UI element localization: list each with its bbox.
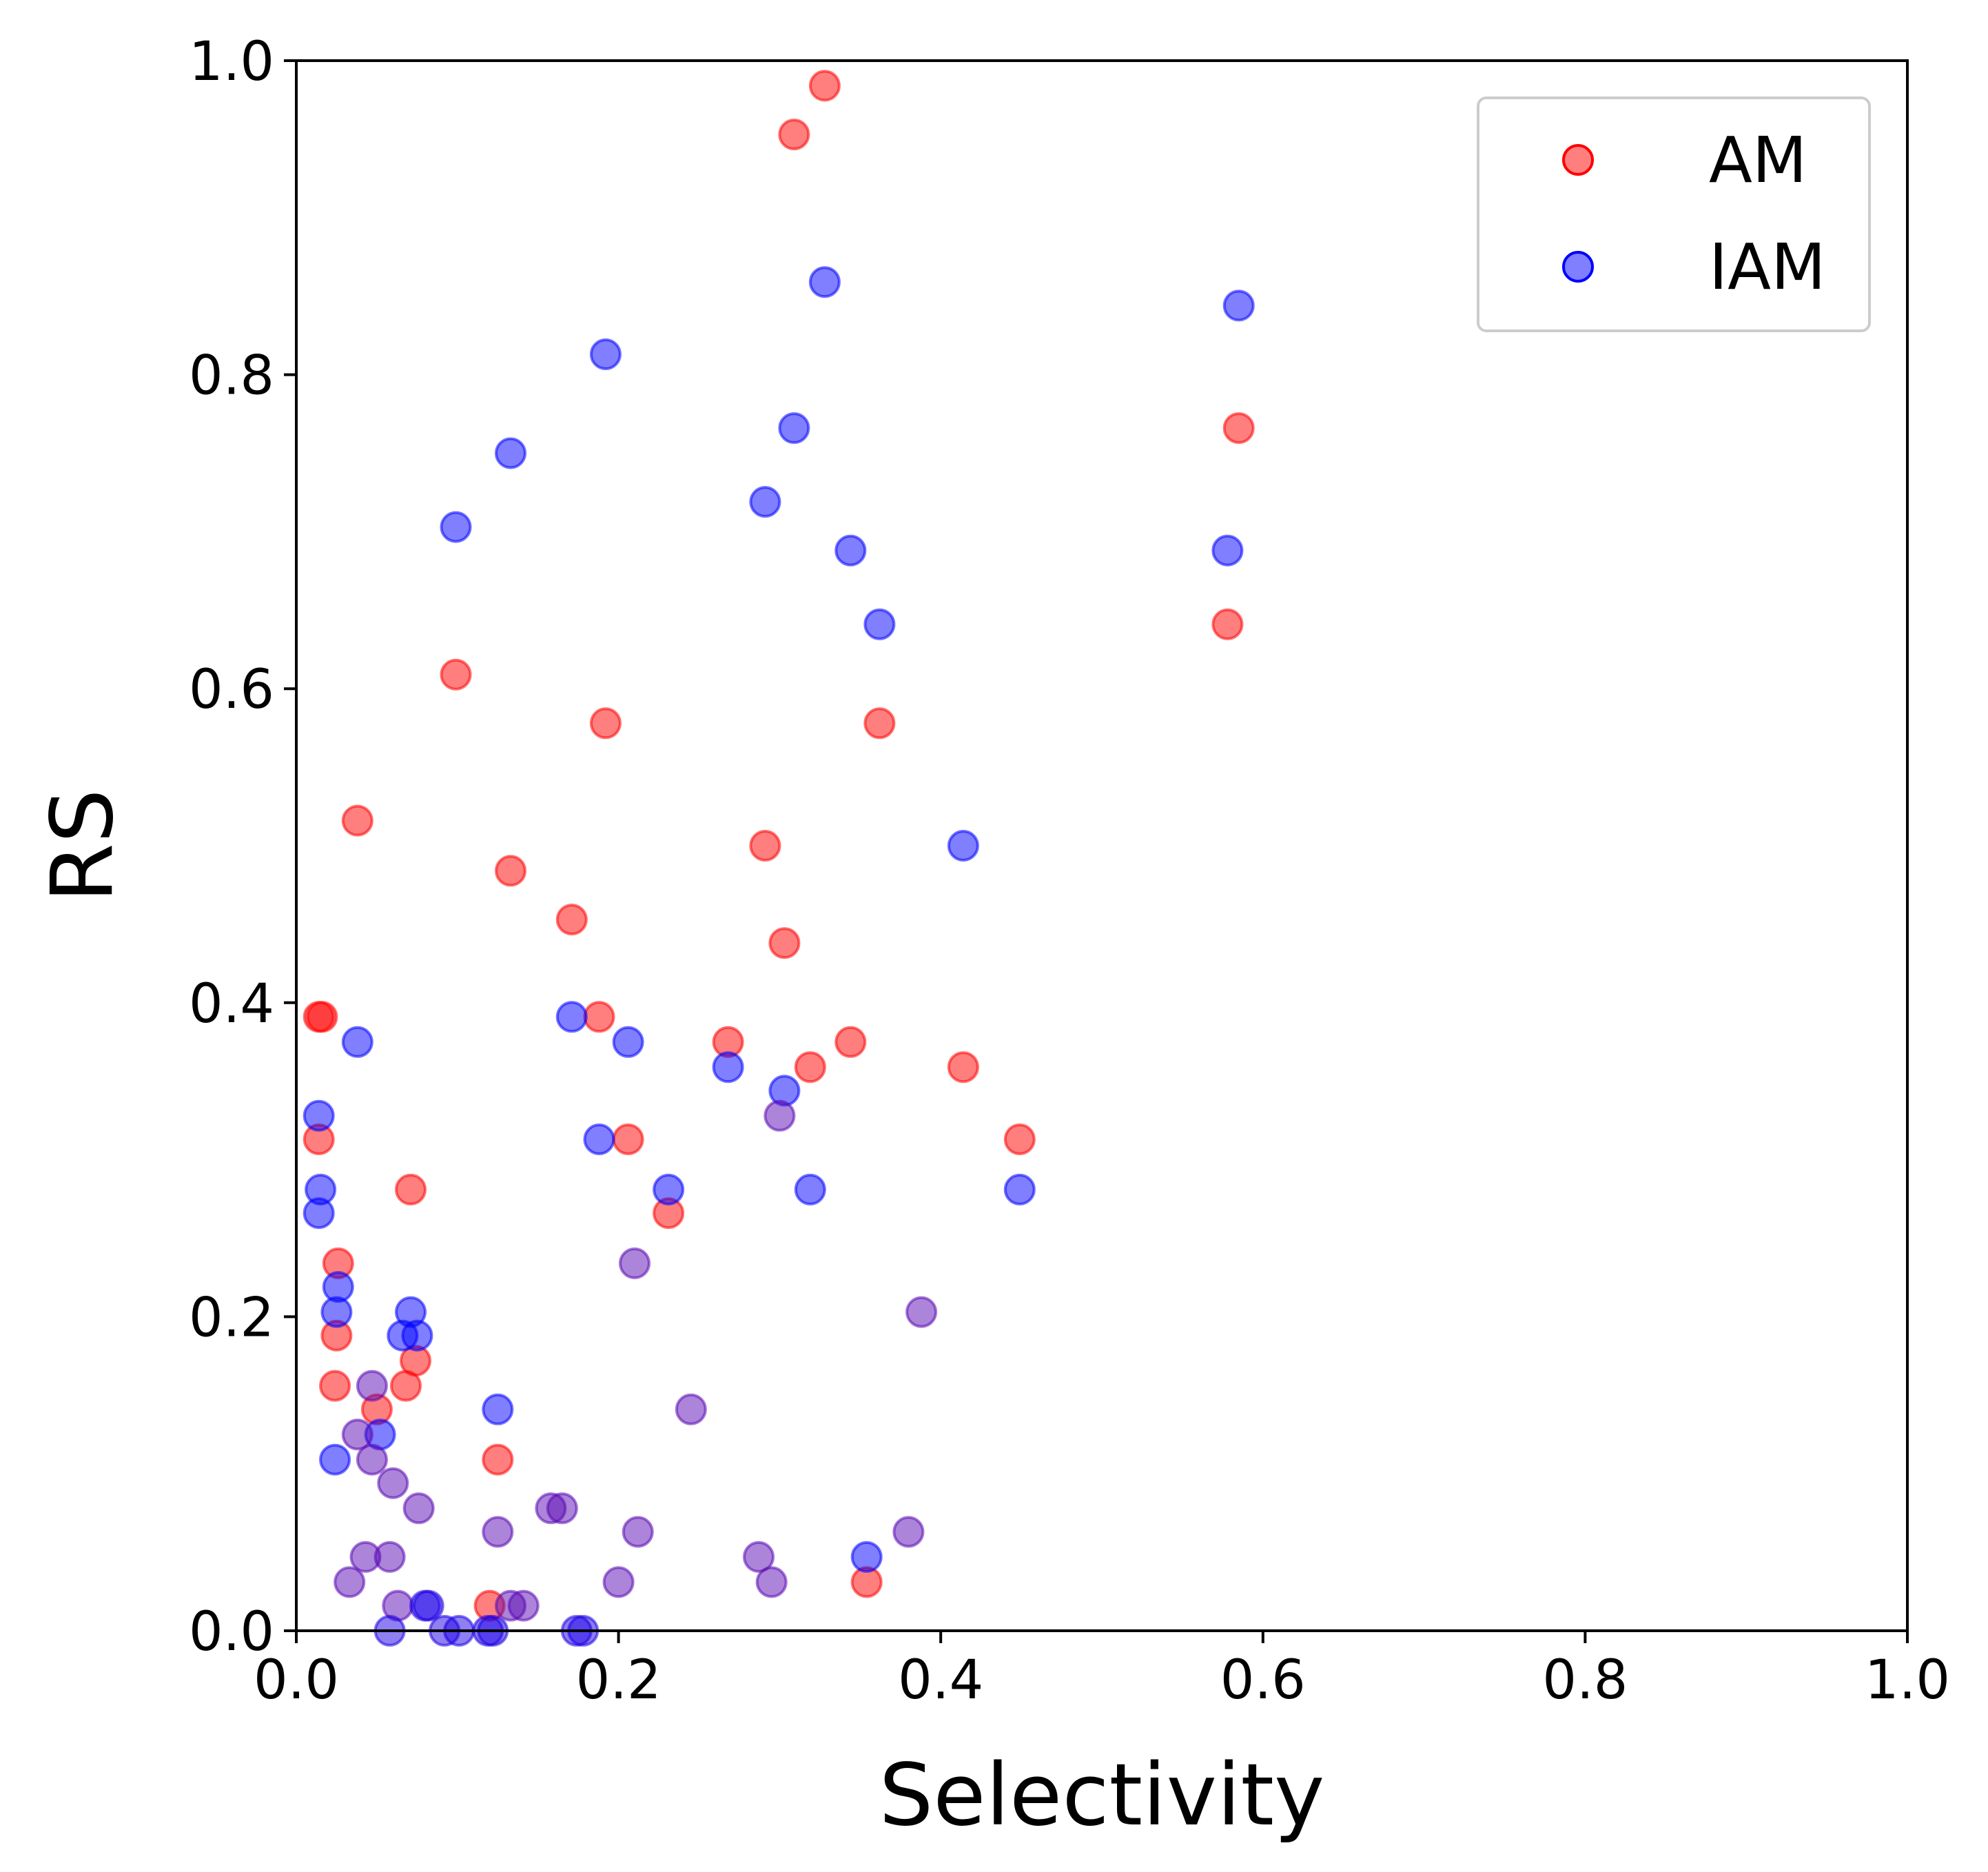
series-iam [303, 266, 1255, 1573]
data-point [341, 1026, 373, 1058]
y-tick-label: 0.2 [189, 1287, 274, 1349]
data-point [356, 1370, 388, 1402]
data-point [319, 1370, 351, 1402]
data-point [482, 1443, 514, 1476]
data-point [334, 1566, 366, 1598]
data-point [808, 70, 841, 102]
plot-area-frame [295, 59, 1909, 1632]
data-point [743, 1540, 775, 1573]
data-point [612, 1123, 644, 1155]
data-point [850, 1540, 883, 1573]
data-point [764, 1099, 796, 1132]
legend-marker-iam [1562, 251, 1594, 283]
data-point [622, 1516, 654, 1548]
x-tick-label: 0.2 [576, 1649, 662, 1711]
data-point [863, 608, 896, 640]
data-point [303, 1099, 335, 1132]
data-point [303, 1197, 335, 1230]
x-tick-label: 1.0 [1865, 1649, 1950, 1711]
data-point [482, 1516, 514, 1548]
data-point [1222, 412, 1255, 445]
data-point [402, 1492, 435, 1525]
data-point [589, 338, 622, 370]
data-point [947, 830, 979, 862]
x-tick-label: 0.0 [254, 1649, 339, 1711]
x-tick-label: 0.6 [1220, 1649, 1306, 1711]
data-point [412, 1589, 444, 1622]
data-point [755, 1566, 788, 1598]
data-point [892, 1516, 925, 1548]
data-point [395, 1173, 427, 1205]
axis-ticks: 0.0 0.2 0.4 0.6 0.8 1.0 0.0 0.2 0.4 0.6 0.8 1.0 [189, 31, 1950, 1711]
data-point [778, 412, 810, 445]
data-point [341, 1418, 373, 1451]
data-point [583, 1123, 615, 1155]
y-axis-label: RS [33, 789, 132, 903]
legend: AM IAM [1477, 96, 1871, 332]
y-tick-label: 1.0 [189, 31, 274, 93]
data-point [495, 437, 526, 469]
data-point [1211, 608, 1244, 640]
data-point [794, 1173, 826, 1205]
data-point [1222, 289, 1255, 322]
data-point [440, 658, 472, 691]
data-point [320, 1296, 353, 1328]
data-point [377, 1467, 409, 1499]
x-axis-label: Selectivity [879, 1746, 1325, 1845]
x-tick-label: 0.8 [1542, 1649, 1628, 1711]
y-tick-label: 0.8 [189, 345, 274, 407]
data-point [341, 804, 373, 837]
data-point [675, 1393, 707, 1425]
data-point [546, 1492, 578, 1525]
legend-label-am: AM [1709, 123, 1807, 197]
data-point [319, 1443, 351, 1476]
data-point [712, 1051, 744, 1083]
data-point [749, 830, 781, 862]
data-point [440, 511, 472, 543]
legend-label-iam: IAM [1709, 230, 1825, 304]
data-point [390, 1370, 422, 1402]
data-point [583, 1001, 615, 1033]
y-tick-label: 0.4 [189, 973, 274, 1035]
data-point [589, 707, 622, 740]
data-point [947, 1051, 979, 1083]
data-point [653, 1173, 685, 1205]
data-point [306, 1001, 338, 1033]
x-tick-label: 0.4 [898, 1649, 983, 1711]
data-point [808, 266, 841, 298]
data-point [356, 1443, 388, 1476]
data-point [619, 1247, 650, 1279]
data-point [1003, 1173, 1036, 1205]
data-point [768, 927, 801, 959]
data-point [778, 119, 810, 151]
legend-marker-am [1562, 144, 1594, 176]
data-point [602, 1566, 635, 1598]
data-point [749, 486, 781, 518]
data-point [863, 707, 896, 740]
data-point [794, 1051, 826, 1083]
data-point [507, 1589, 540, 1622]
y-tick-label: 0.6 [189, 659, 274, 721]
data-point [555, 1001, 588, 1033]
data-point [401, 1319, 433, 1352]
data-point [1211, 534, 1244, 567]
points-layer [303, 70, 1255, 1647]
data-point [495, 855, 526, 887]
data-point [834, 534, 867, 567]
data-point [373, 1540, 406, 1573]
y-tick-label: 0.0 [189, 1601, 274, 1663]
data-point [834, 1026, 867, 1058]
data-point [612, 1026, 644, 1058]
data-point [905, 1296, 938, 1328]
data-point [1003, 1123, 1036, 1155]
series-am-iam-overlap [334, 1099, 938, 1622]
data-point [482, 1393, 514, 1425]
data-point [555, 904, 588, 936]
